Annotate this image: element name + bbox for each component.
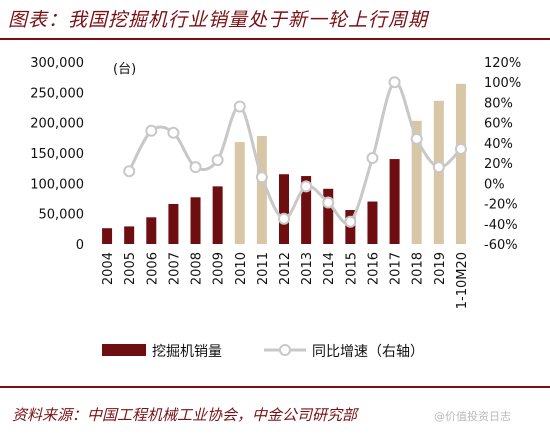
bar-2014 (323, 188, 334, 244)
x-tick-label: 2013 (300, 252, 315, 285)
left-tick-label: 50,000 (39, 208, 85, 223)
bar-2012 (279, 174, 289, 244)
left-tick-label: 200,000 (30, 117, 84, 132)
growth-point-2012 (278, 212, 290, 225)
bar-2005 (124, 226, 135, 244)
growth-line-series (123, 76, 467, 228)
x-tick-label: 2018 (411, 252, 426, 285)
x-tick-label: 2017 (389, 252, 404, 285)
x-tick-label: 2004 (101, 252, 116, 285)
x-tick-label: 2005 (123, 252, 138, 285)
right-tick-label: 100% (484, 76, 521, 91)
source-note: 资料来源：中国工程机械工业协会，中金公司研究部 (12, 406, 358, 424)
bar-2008 (190, 197, 201, 244)
title-divider (0, 38, 550, 40)
watermark: @价值投资日志 (434, 410, 511, 423)
bar-2011 (256, 136, 267, 244)
x-tick-label: 2006 (145, 252, 160, 285)
bar-2007 (168, 203, 179, 244)
growth-line (127, 80, 462, 225)
bar-2017 (389, 159, 400, 244)
x-tick-label: 2007 (167, 252, 182, 285)
x-tick-label: 2015 (344, 252, 359, 285)
growth-point-1-10M20 (454, 142, 467, 155)
right-tick-label: -40% (484, 218, 518, 233)
legend-swatch-sales (102, 344, 146, 356)
growth-point-2008 (189, 161, 202, 174)
left-tick-label: 150,000 (30, 147, 84, 162)
bar-2010 (234, 142, 245, 244)
footer-divider (0, 386, 550, 388)
right-tick-label: -20% (484, 198, 518, 213)
growth-point-2013 (300, 180, 313, 193)
x-tick-label: 2014 (322, 252, 337, 285)
bar-2009 (212, 186, 223, 244)
chart-title: 图表：我国挖掘机行业销量处于新一轮上行周期 (8, 9, 429, 31)
x-axis-ticks: 2004 2005 2006 2007 2008 2009 2010 2011 2012 2013… (101, 252, 470, 309)
growth-point-2015 (344, 215, 357, 228)
legend-label-sales: 挖掘机销量 (152, 344, 222, 360)
x-tick-label: 2011 (256, 252, 271, 285)
legend-marker-growth (279, 344, 291, 356)
bar-1-10M20 (455, 83, 466, 244)
left-tick-label: 250,000 (30, 86, 84, 101)
bar-2018 (411, 120, 422, 244)
bar-2013 (301, 176, 312, 244)
left-tick-label: 100,000 (30, 177, 84, 192)
x-tick-label: 2019 (433, 252, 448, 285)
right-tick-label: 120% (484, 56, 521, 71)
right-axis-ticks: -60% -40% -20% 0% 20% 40% 60% 80% 100% 120% (484, 56, 521, 253)
left-tick-label: 0 (76, 238, 84, 253)
bar-2016 (367, 201, 378, 244)
right-tick-label: 0% (484, 177, 505, 192)
right-tick-label: 20% (484, 157, 513, 172)
growth-point-2018 (410, 132, 423, 145)
growth-point-2011 (255, 171, 268, 184)
left-tick-label: 300,000 (30, 56, 84, 71)
bar-2004 (102, 228, 113, 244)
right-tick-label: -60% (484, 238, 518, 253)
x-tick-label: 2008 (190, 252, 205, 285)
growth-point-2017 (388, 76, 401, 89)
right-tick-label: 60% (484, 117, 513, 132)
x-tick-label: 2010 (234, 252, 249, 285)
left-axis-ticks: 0 50,000 100,000 150,000 200,000 250,000 300,0… (30, 56, 84, 253)
x-tick-label: 2016 (366, 252, 381, 285)
growth-point-2009 (211, 154, 224, 167)
growth-point-2006 (145, 124, 158, 137)
chart-area: (台) 0 50,000 100,000 150,000 200,000 250,000 3… (30, 56, 521, 360)
growth-point-2014 (322, 196, 335, 209)
bar-2006 (146, 217, 157, 244)
right-tick-label: 40% (484, 137, 513, 152)
legend-label-growth: 同比增速（右轴） (312, 344, 424, 360)
x-tick-label: 2009 (212, 252, 227, 285)
growth-point-2007 (167, 126, 180, 139)
growth-point-2016 (366, 152, 379, 165)
left-axis-unit: (台) (113, 62, 136, 77)
legend: 挖掘机销量 同比增速（右轴） (102, 344, 424, 360)
growth-point-2010 (233, 100, 246, 113)
x-tick-label: 1-10M20 (455, 252, 470, 309)
right-tick-label: 80% (484, 96, 513, 111)
x-tick-label: 2012 (278, 252, 293, 285)
growth-point-2019 (432, 161, 445, 174)
growth-point-2005 (123, 165, 136, 178)
